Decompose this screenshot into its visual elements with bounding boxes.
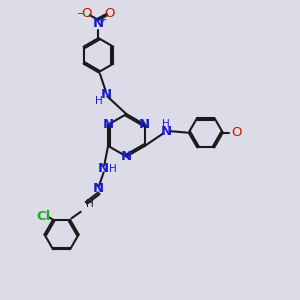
Text: N: N xyxy=(93,182,104,195)
Text: O: O xyxy=(231,126,241,139)
Text: −: − xyxy=(77,9,86,19)
Text: O: O xyxy=(104,8,115,20)
Text: N: N xyxy=(98,162,109,175)
Text: O: O xyxy=(81,8,92,20)
Text: H: H xyxy=(86,199,93,209)
Text: H: H xyxy=(161,119,169,129)
Text: N: N xyxy=(139,118,150,131)
Text: N: N xyxy=(160,125,172,138)
Text: +: + xyxy=(99,15,106,24)
Text: N: N xyxy=(100,88,111,101)
Text: H: H xyxy=(109,164,116,174)
Text: H: H xyxy=(95,96,103,106)
Text: N: N xyxy=(103,118,114,131)
Text: N: N xyxy=(93,17,104,30)
Text: Cl: Cl xyxy=(37,210,51,223)
Text: N: N xyxy=(121,150,132,163)
